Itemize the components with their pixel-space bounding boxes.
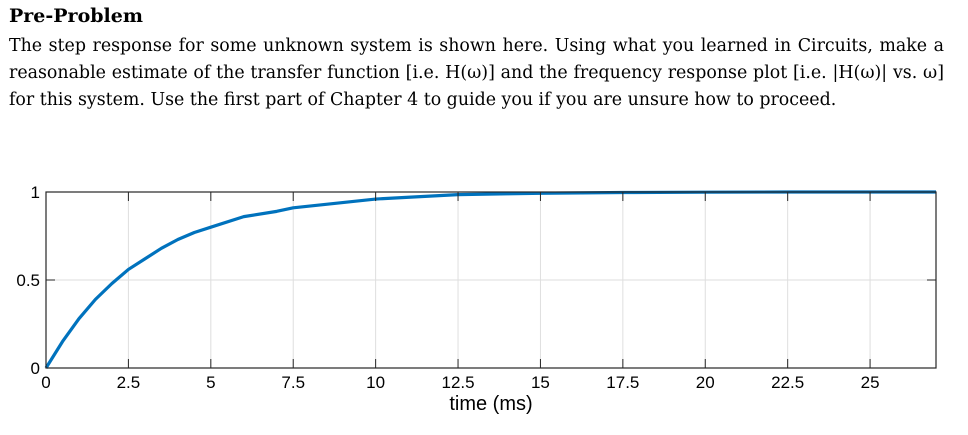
x-axis-label: time (ms) <box>449 393 532 415</box>
x-tick-label: 5 <box>206 373 215 392</box>
line-layer <box>44 190 936 369</box>
x-tick-label: 10 <box>366 373 385 392</box>
x-tick-label: 17.5 <box>606 373 639 392</box>
x-tick-label: 2.5 <box>117 373 141 392</box>
y-tick-label: 0.5 <box>16 271 40 290</box>
problem-text: The step response for some unknown syste… <box>9 36 944 110</box>
x-tick-label: 22.5 <box>771 373 804 392</box>
x-tick-label: 0 <box>41 373 50 392</box>
x-tick-label: 20 <box>696 373 715 392</box>
x-tick-label: 12.5 <box>441 373 474 392</box>
tick-layer: 0 2.5 5 7.5 10 12.5 15 17.5 20 22.5 25 0 0.5 1 <box>16 183 936 392</box>
x-tick-label: 7.5 <box>281 373 305 392</box>
x-tick-label: 15 <box>531 373 550 392</box>
step-response-chart: 0 2.5 5 7.5 10 12.5 15 17.5 20 22.5 25 0 0.5 1 time (… <box>16 183 937 415</box>
step-response-line <box>44 190 936 369</box>
grid-layer <box>45 191 936 369</box>
y-tick-label: 0 <box>31 359 40 378</box>
x-tick-label: 25 <box>861 373 880 392</box>
problem-title: Pre-Problem <box>9 5 143 27</box>
y-tick-label: 1 <box>31 183 40 202</box>
